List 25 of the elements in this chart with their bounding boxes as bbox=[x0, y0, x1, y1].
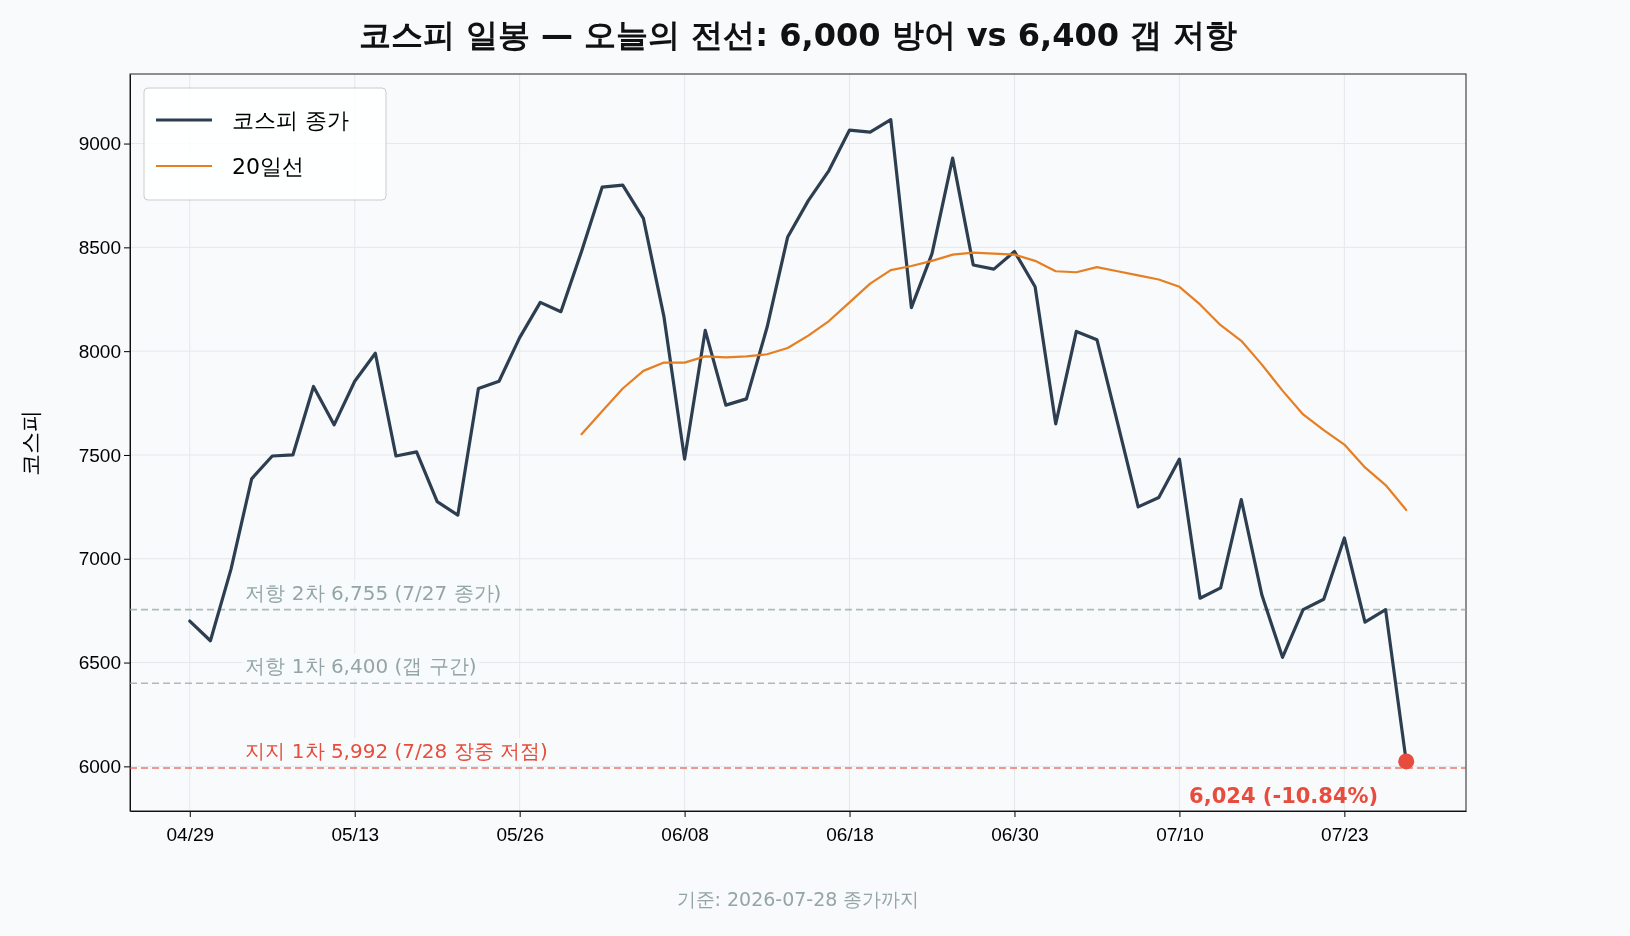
x-tick-label: 05/26 bbox=[496, 823, 544, 845]
x-tick-label: 06/18 bbox=[826, 823, 874, 845]
text: 기준: 2026-07-28 종가까지 bbox=[676, 888, 920, 910]
line-series bbox=[580, 251, 1408, 512]
chart-title: 코스피 일봉 — 오늘의 전선: 6,000 방어 vs 6,400 갭 저항 bbox=[358, 16, 1238, 54]
x-tick-label: 06/08 bbox=[661, 823, 709, 845]
x-tick-label: 04/29 bbox=[166, 823, 215, 845]
y-tick-label: 7000 bbox=[78, 548, 121, 570]
ref-line-label: 저항 1차 6,400 (갭 구간) bbox=[245, 654, 477, 679]
y-tick-label: 8000 bbox=[78, 340, 121, 362]
y-axis-title: 코스피 bbox=[18, 409, 43, 476]
y-tick-label: 7500 bbox=[78, 444, 121, 466]
y-tick-label: 6500 bbox=[78, 652, 121, 674]
annotation: 6,024 (-10.84%) bbox=[1189, 784, 1379, 808]
y-tick-label: 6000 bbox=[78, 755, 121, 777]
x-tick-label: 07/10 bbox=[1156, 823, 1204, 845]
ref-line-label: 저항 2차 6,755 (7/27 종가) bbox=[245, 580, 502, 605]
y-tick-label: 9000 bbox=[78, 133, 121, 155]
ref-line-label: 지지 1차 5,992 (7/28 장중 저점) bbox=[245, 739, 548, 764]
x-tick-label: 05/13 bbox=[331, 823, 379, 845]
x-tick-label: 07/23 bbox=[1321, 823, 1369, 845]
legend-label: 코스피 종가 bbox=[232, 108, 349, 133]
legend-label: 20일선 bbox=[232, 154, 304, 179]
y-tick-label: 8500 bbox=[78, 236, 121, 258]
x-tick-label: 06/30 bbox=[991, 823, 1039, 845]
